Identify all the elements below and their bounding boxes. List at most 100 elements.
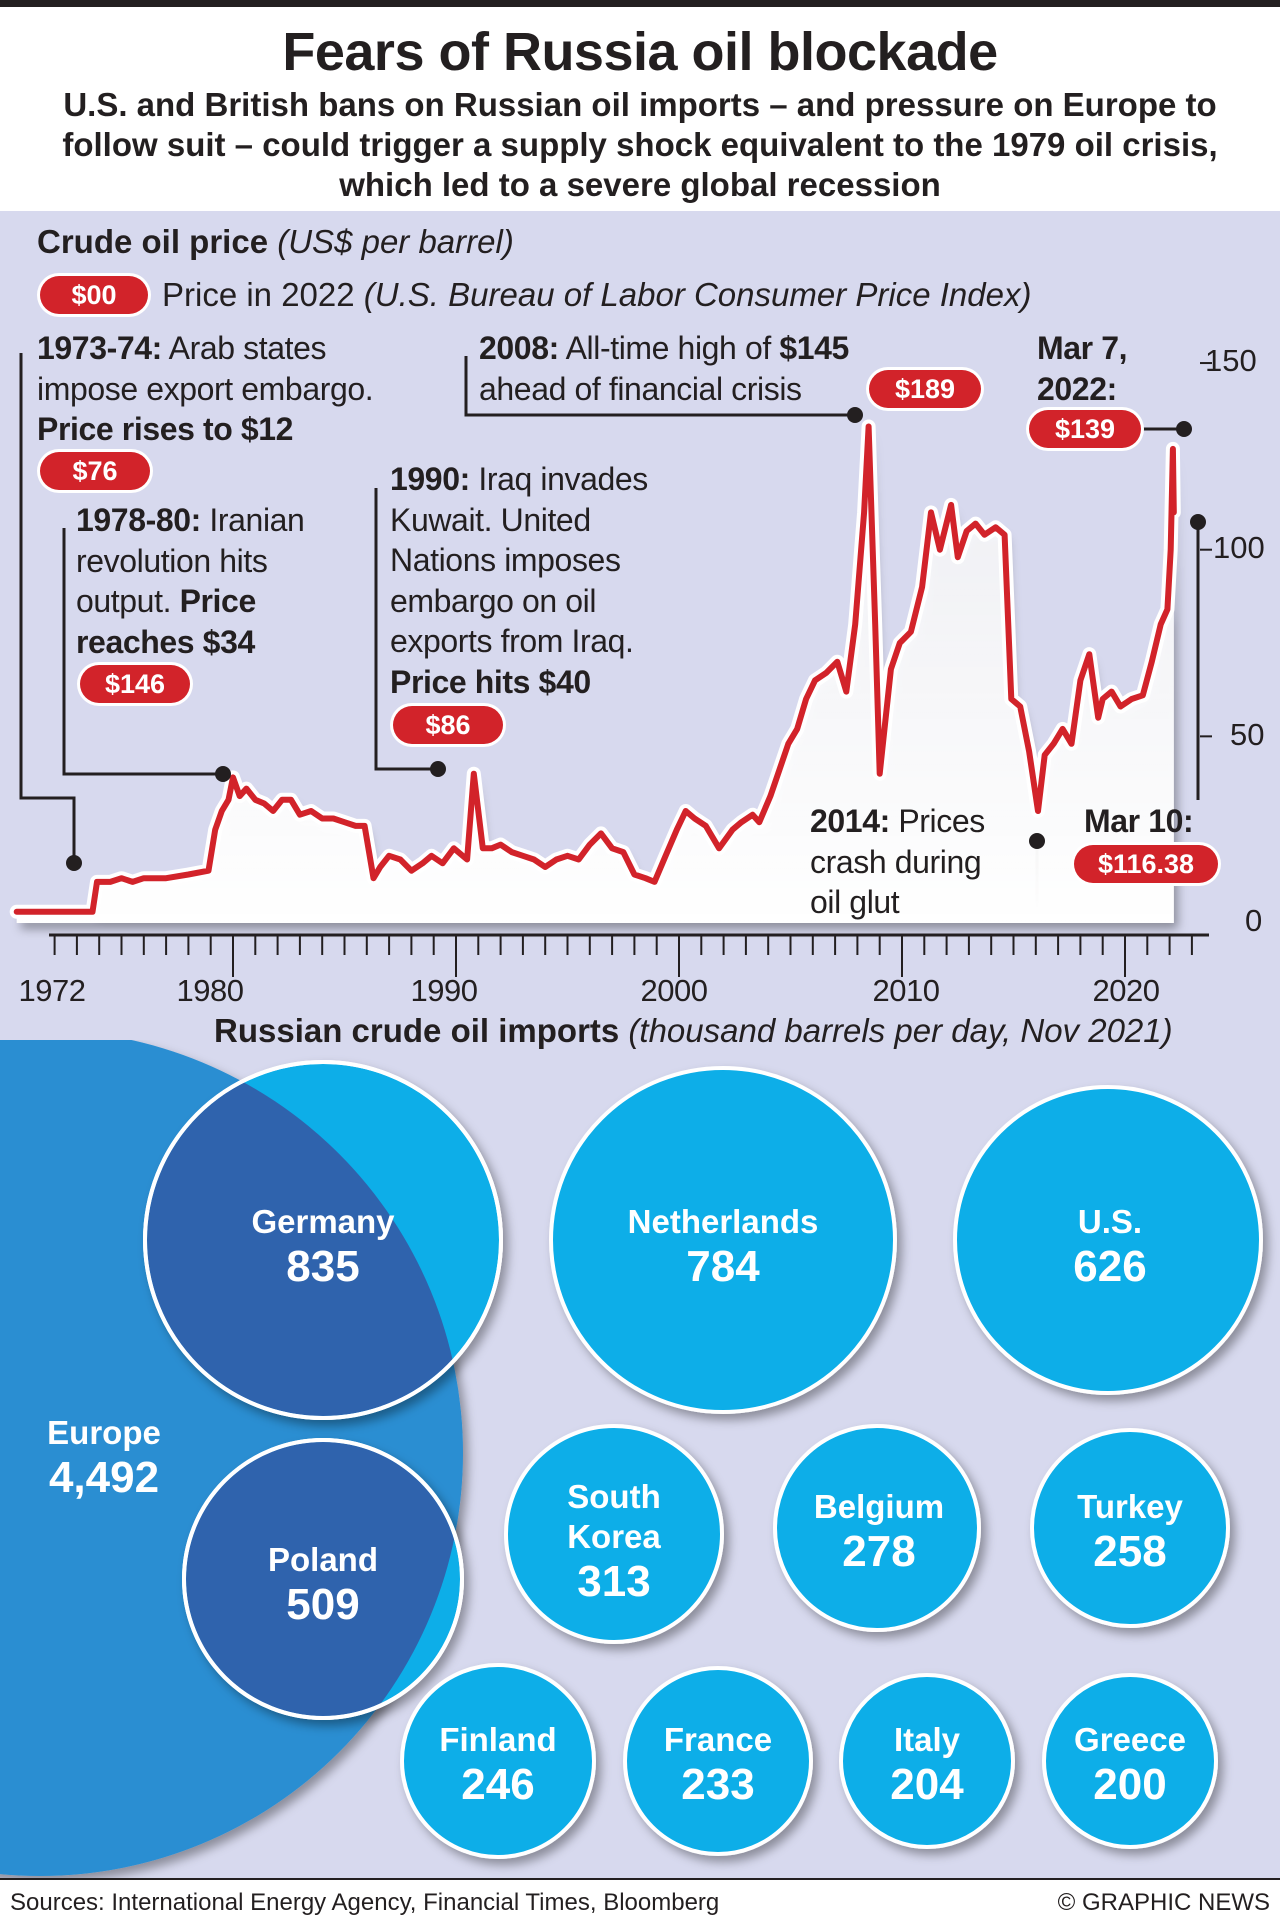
legend-source: (U.S. Bureau of Labor Consumer Price Ind… <box>363 276 1032 313</box>
ann-text: impose export embargo. <box>37 370 374 407</box>
ann-bold: Price <box>179 583 257 619</box>
bubble-finland <box>400 1663 596 1859</box>
finland-label: Finland <box>439 1721 556 1758</box>
ann-text: output. <box>76 583 172 619</box>
greece-value: 200 <box>1093 1760 1166 1809</box>
annotation-1990: 1990: Iraq invades Kuwait. United Nation… <box>390 459 648 702</box>
x-tick-label: 1980 <box>176 973 244 1008</box>
x-tick-label: 1972 <box>18 973 86 1008</box>
bubble-italy <box>839 1673 1015 1849</box>
subtitle: U.S. and British bans on Russian oil imp… <box>62 86 1218 203</box>
ann-text: embargo on oil <box>390 582 597 619</box>
poland-value: 509 <box>286 1580 359 1629</box>
germany-label: Germany <box>251 1203 395 1240</box>
marker-mar7 <box>1176 421 1192 437</box>
annotation-mar7: Mar 7, 2022: <box>1037 328 1127 409</box>
turkey-label: Turkey <box>1077 1488 1183 1525</box>
bubble-poland-overlap <box>186 1442 460 1716</box>
annotation-2014: 2014: Prices crash during oil glut <box>810 801 985 923</box>
badge-2008: $189 <box>869 370 981 408</box>
ann-text: ahead of financial crisis <box>479 370 802 407</box>
poland-label: Poland <box>268 1541 378 1578</box>
y-tick-label: 0 <box>1245 903 1263 938</box>
bubble-netherlands <box>549 1066 897 1414</box>
italy-value: 204 <box>890 1760 964 1809</box>
price-heading: Crude oil price (US$ per barrel) <box>37 223 514 261</box>
annotation-1978: 1978-80: Iranian revolution hits output.… <box>76 500 305 662</box>
page-title: Fears of Russia oil blockade <box>282 22 998 82</box>
france-label: France <box>664 1721 772 1758</box>
ann-bold: $145 <box>779 330 849 366</box>
marker-1973 <box>66 855 82 871</box>
greece-label: Greece <box>1074 1721 1186 1758</box>
x-tick-label: 2000 <box>640 973 708 1008</box>
ann-year: 2014: <box>810 803 890 839</box>
badge-mar10: $116.38 <box>1074 845 1218 883</box>
ann-bold: Price hits $40 <box>390 663 591 700</box>
bubble-south-korea <box>504 1424 724 1644</box>
bubble-turkey <box>1030 1428 1230 1628</box>
ann-date: Mar 10: <box>1084 803 1194 839</box>
south-korea-value: 313 <box>577 1557 650 1606</box>
ann-text: Kuwait. United <box>390 501 591 538</box>
footer: Sources: International Energy Agency, Fi… <box>0 1878 1280 1926</box>
germany-value: 835 <box>286 1242 359 1291</box>
france-value: 233 <box>681 1760 754 1809</box>
marker-2014 <box>1029 833 1045 849</box>
ann-text: oil glut <box>810 884 900 920</box>
annotation-mar10: Mar 10: <box>1084 801 1194 842</box>
y-tick-label: 100 <box>1213 530 1265 565</box>
us-label: U.S. <box>1078 1203 1142 1240</box>
marker-mar10 <box>1190 514 1206 530</box>
imports-heading: Russian crude oil imports (thousand barr… <box>214 1012 1173 1050</box>
netherlands-value: 784 <box>686 1242 760 1291</box>
price-chart <box>9 353 1212 977</box>
ann-text: Iranian <box>209 502 305 538</box>
x-tick-label: 2010 <box>872 973 940 1008</box>
ann-text: revolution hits <box>76 542 268 579</box>
imports-bubbles: Europe 4,492 Germany 835 Poland 509 Neth… <box>0 1040 1263 1876</box>
europe-value: 4,492 <box>49 1453 159 1502</box>
price-unit: (US$ per barrel) <box>277 223 514 260</box>
leader-1973 <box>19 353 76 863</box>
price-line <box>13 423 1177 915</box>
legend-badge: $00 <box>40 276 148 314</box>
us-value: 626 <box>1073 1242 1146 1291</box>
annotation-1973: 1973-74: Arab states impose export embar… <box>37 328 374 450</box>
annotation-2008: 2008: All-time high of $145 ahead of fin… <box>479 328 849 409</box>
top-rule <box>0 0 1280 7</box>
europe-label: Europe <box>47 1414 161 1451</box>
ann-year: 2008: <box>479 330 559 366</box>
badge-1990: $86 <box>393 706 503 744</box>
ann-text: Nations imposes <box>390 542 621 578</box>
badge-1973: $76 <box>40 452 150 490</box>
ann-text: exports from Iraq. <box>390 623 634 659</box>
bubble-france <box>623 1666 813 1856</box>
sources: Sources: International Energy Agency, Fi… <box>10 1889 720 1916</box>
turkey-value: 258 <box>1093 1527 1166 1576</box>
ann-text: Arab states <box>168 330 327 366</box>
ann-year: 1978-80: <box>76 502 201 538</box>
ann-year: 1973-74: <box>37 330 162 366</box>
legend-label: Price in 2022 <box>162 276 355 313</box>
leader-1978 <box>62 528 223 776</box>
price-area <box>16 426 1185 923</box>
marker-1980 <box>215 766 231 782</box>
leader-1990 <box>374 488 438 771</box>
ann-text: All-time high of <box>565 330 772 366</box>
marker-2008 <box>847 407 863 423</box>
badge-mar7: $139 <box>1029 410 1141 448</box>
bubble-us <box>953 1085 1263 1395</box>
imports-heading-label: Russian crude oil imports <box>214 1012 620 1049</box>
bubble-germany-outline <box>143 1060 503 1420</box>
header: Fears of Russia oil blockade U.S. and Br… <box>0 7 1280 211</box>
ann-bold: reaches $34 <box>76 623 255 660</box>
ann-text: Iraq invades <box>478 461 648 497</box>
south-korea-label-1: South <box>567 1478 660 1515</box>
italy-label: Italy <box>894 1721 961 1758</box>
leader-2008 <box>464 356 855 417</box>
ann-date: Mar 7, <box>1037 330 1128 366</box>
ann-year: 1990: <box>390 461 470 497</box>
ann-text: Prices <box>898 803 985 839</box>
y-tick-label: 150 <box>1205 343 1257 378</box>
